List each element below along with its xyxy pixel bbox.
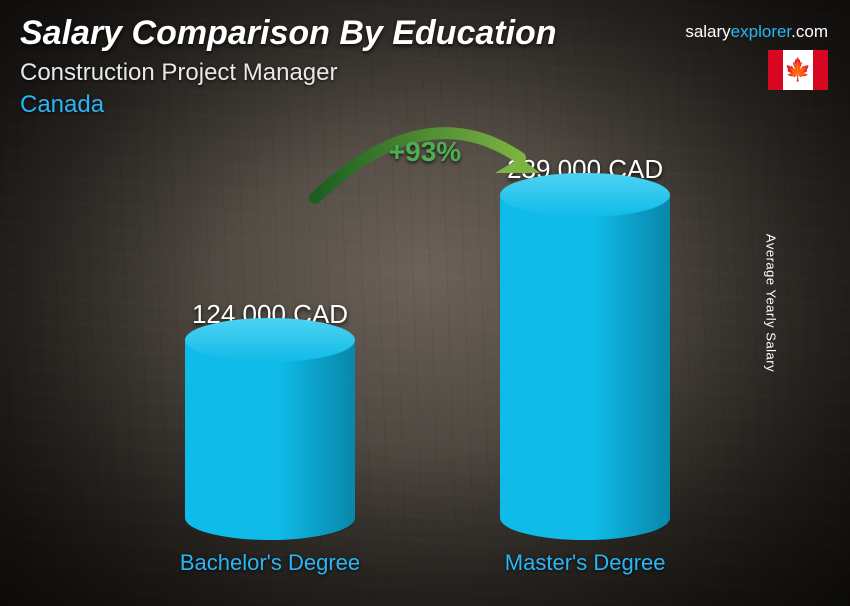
y-axis-label: Average Yearly Salary xyxy=(763,234,778,372)
bar-group: 124,000 CADBachelor's Degree xyxy=(180,299,360,576)
growth-arrow: +93% xyxy=(295,118,555,208)
canada-flag-icon: 🍁 xyxy=(768,50,828,90)
brand-prefix: salary xyxy=(685,22,730,41)
bar xyxy=(500,195,670,540)
bar-label: Master's Degree xyxy=(505,550,666,576)
growth-percent: +93% xyxy=(389,136,461,168)
brand-accent: explorer xyxy=(731,22,791,41)
brand: salaryexplorer.com 🍁 xyxy=(685,22,828,90)
bar-chart: 124,000 CADBachelor's Degree 239,000 CADM… xyxy=(0,146,850,576)
brand-suffix: .com xyxy=(791,22,828,41)
bar-group: 239,000 CADMaster's Degree xyxy=(500,154,670,576)
bar-label: Bachelor's Degree xyxy=(180,550,360,576)
brand-text: salaryexplorer.com xyxy=(685,22,828,42)
country-label: Canada xyxy=(20,91,830,119)
bar xyxy=(185,340,355,540)
